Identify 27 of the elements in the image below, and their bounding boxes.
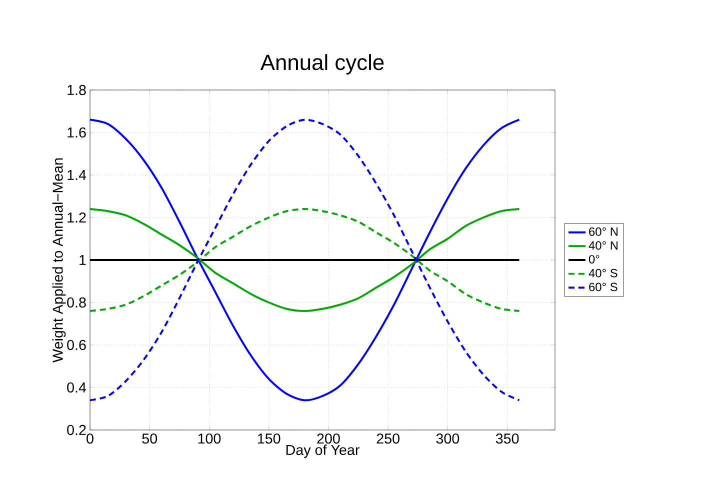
y-tick-label: 1.4 — [68, 170, 86, 180]
legend-label: 60° S — [589, 282, 618, 292]
x-tick-label: 200 — [317, 434, 340, 444]
y-tick-label: 1.2 — [68, 212, 86, 222]
legend-label: 0° — [588, 255, 600, 264]
y-tick-label: 0.2 — [67, 424, 86, 436]
y-tick-label: 0.6 — [67, 340, 86, 350]
x-tick-label: 0 — [86, 434, 94, 444]
legend-label: 40° N — [588, 241, 618, 250]
legend-label: 60° N — [589, 227, 618, 236]
line-series — [90, 208, 520, 312]
x-tick-label: 50 — [142, 434, 158, 444]
chart-title: Annual cycle — [260, 54, 384, 75]
y-tick-label: 1 — [80, 255, 86, 265]
y-axis-title: Weight Applied to Annual−Mean — [52, 158, 66, 362]
x-tick-label: 150 — [258, 434, 280, 444]
x-tick-label: 300 — [436, 434, 460, 444]
y-tick-label: 0.8 — [67, 297, 86, 308]
y-tick-label: 1.8 — [68, 84, 86, 96]
legend-label: 40° S — [588, 268, 618, 278]
line-series — [90, 118, 520, 402]
x-axis-title: Day of Year — [286, 444, 360, 458]
x-tick-label: 100 — [198, 434, 221, 444]
x-tick-label: 250 — [376, 434, 400, 444]
y-tick-label: 1.6 — [68, 127, 86, 138]
x-tick-label: 350 — [496, 434, 519, 444]
y-tick-label: 0.4 — [67, 382, 86, 393]
